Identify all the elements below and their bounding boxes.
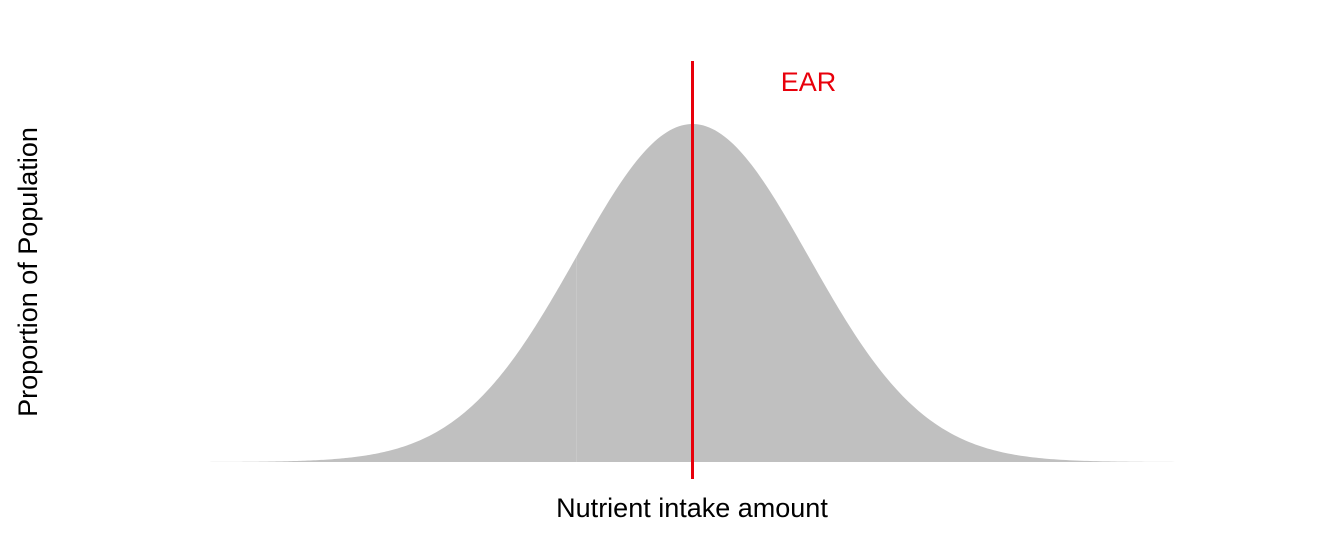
y-axis-label: Proportion of Population — [13, 127, 43, 417]
x-axis-label: Nutrient intake amount — [556, 493, 828, 523]
ear-marker-label: EAR — [781, 67, 837, 97]
distribution-area-right — [576, 124, 1181, 463]
distribution-area-left — [204, 256, 577, 462]
plot-area: EAR — [204, 61, 1181, 479]
